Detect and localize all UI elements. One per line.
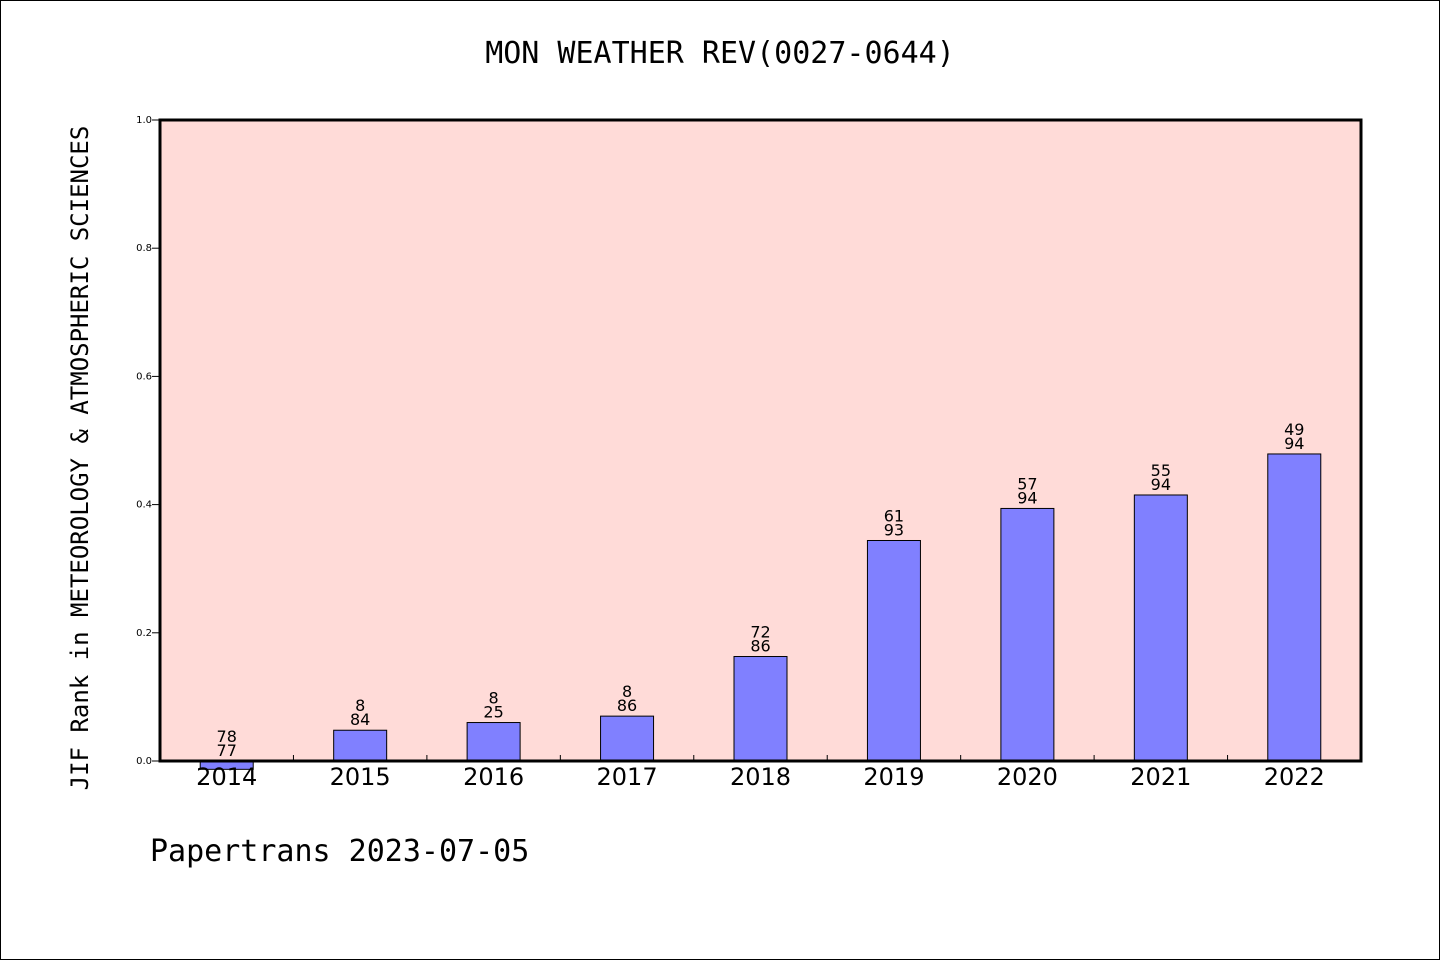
x-tick-label: 2021 <box>1130 763 1191 791</box>
bar <box>466 722 521 762</box>
plot-border <box>158 118 1363 763</box>
bar-label-bottom: 25 <box>483 703 503 722</box>
y-tick-label: 1.0 <box>136 115 152 126</box>
x-tick-label: 2018 <box>730 763 791 791</box>
y-tick-label: 0.2 <box>136 628 152 639</box>
x-tick-label: 2020 <box>997 763 1058 791</box>
bar <box>1133 494 1188 762</box>
bar-label-top: 61 <box>884 506 904 525</box>
y-tick-label: 0.6 <box>136 371 152 382</box>
bar <box>866 539 921 762</box>
bar-label-top: 72 <box>750 623 770 642</box>
bar-label-top: 55 <box>1151 461 1171 480</box>
x-tick-label: 2016 <box>463 763 524 791</box>
bar-label-top: 78 <box>217 727 237 746</box>
bar <box>1000 507 1055 762</box>
footer-text: Papertrans 2023-07-05 <box>150 834 530 869</box>
y-tick-label: 0.4 <box>136 500 152 511</box>
chart-title: MON WEATHER REV(0027-0644) <box>485 36 955 71</box>
bar <box>733 656 788 762</box>
x-tick-label: 2019 <box>863 763 924 791</box>
bar-label-bottom: 94 <box>1151 475 1171 494</box>
bar-label-bottom: 77 <box>217 741 237 760</box>
bar-label-bottom: 94 <box>1284 434 1304 453</box>
bar-label-top: 8 <box>355 696 365 715</box>
y-tick-label: 0.8 <box>136 243 152 254</box>
bar-label-top: 8 <box>622 682 632 701</box>
bar <box>600 715 655 762</box>
bar-label-top: 57 <box>1017 474 1037 493</box>
x-tick-label: 2022 <box>1264 763 1325 791</box>
bar-label-bottom: 93 <box>884 520 904 539</box>
bar-label-bottom: 84 <box>350 710 370 729</box>
bar <box>333 729 388 762</box>
bar-label-bottom: 86 <box>617 696 637 715</box>
bar-label-top: 8 <box>489 689 499 708</box>
x-tick-label: 2014 <box>196 763 257 791</box>
bar-label-top: 49 <box>1284 420 1304 439</box>
y-tick-label: 0.0 <box>136 756 152 767</box>
bar <box>1267 453 1322 762</box>
x-tick-label: 2015 <box>330 763 391 791</box>
bar-label-bottom: 86 <box>750 637 770 656</box>
x-tick-label: 2017 <box>597 763 658 791</box>
bar-label-bottom: 94 <box>1017 488 1037 507</box>
